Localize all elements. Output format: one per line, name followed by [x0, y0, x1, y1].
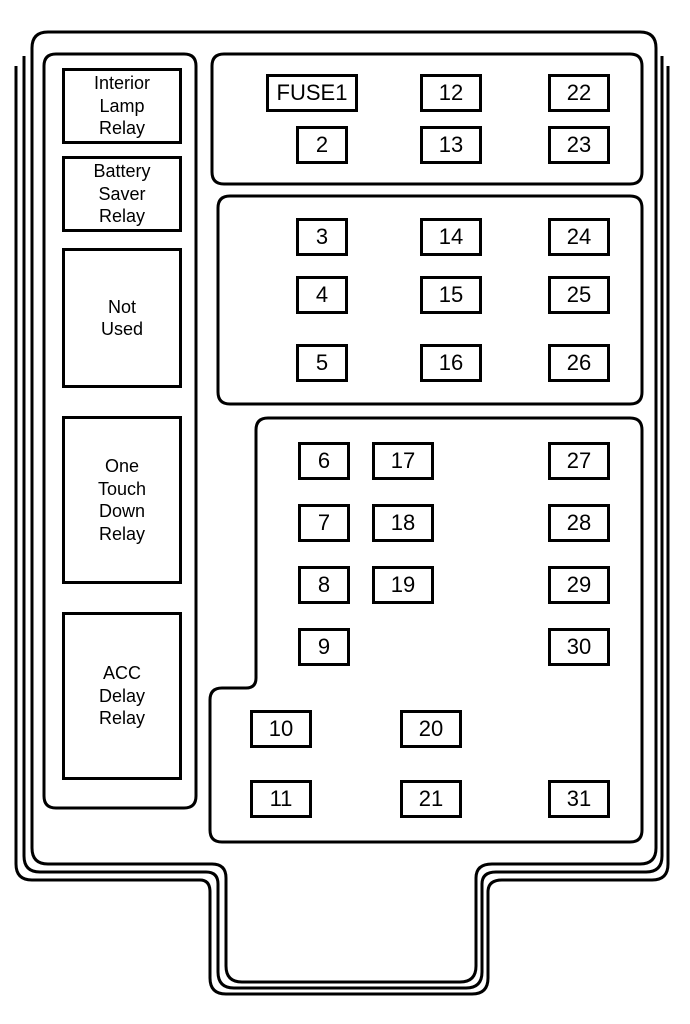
fuse-31: 31 [548, 780, 610, 818]
fuse-5: 5 [296, 344, 348, 382]
fuse-11: 11 [250, 780, 312, 818]
relay-label: ACCDelayRelay [99, 662, 145, 730]
fuse-15: 15 [420, 276, 482, 314]
fuse-6: 6 [298, 442, 350, 480]
fuse-21: 21 [400, 780, 462, 818]
relay-label: BatterySaverRelay [93, 160, 150, 228]
fuse-30: 30 [548, 628, 610, 666]
fuse-2: 2 [296, 126, 348, 164]
fuse-28: 28 [548, 504, 610, 542]
relay-one-touch: OneTouchDownRelay [62, 416, 182, 584]
fuse-24: 24 [548, 218, 610, 256]
relay-label: InteriorLampRelay [94, 72, 150, 140]
fuse-10: 10 [250, 710, 312, 748]
fuse-14: 14 [420, 218, 482, 256]
fuse-7: 7 [298, 504, 350, 542]
fuse-12: 12 [420, 74, 482, 112]
fuse-19: 19 [372, 566, 434, 604]
fuse-4: 4 [296, 276, 348, 314]
fuse-16: 16 [420, 344, 482, 382]
fuse-20: 20 [400, 710, 462, 748]
relay-label: NotUsed [101, 296, 143, 341]
fuse-9: 9 [298, 628, 350, 666]
fuse-23: 23 [548, 126, 610, 164]
relay-interior-lamp: InteriorLampRelay [62, 68, 182, 144]
fuse-18: 18 [372, 504, 434, 542]
fuse-FUSE1: FUSE1 [266, 74, 358, 112]
fuse-17: 17 [372, 442, 434, 480]
fuse-25: 25 [548, 276, 610, 314]
fuse-29: 29 [548, 566, 610, 604]
fuse-3: 3 [296, 218, 348, 256]
fuse-26: 26 [548, 344, 610, 382]
fuse-27: 27 [548, 442, 610, 480]
fuse-8: 8 [298, 566, 350, 604]
fuse-22: 22 [548, 74, 610, 112]
relay-battery-saver: BatterySaverRelay [62, 156, 182, 232]
fuse-13: 13 [420, 126, 482, 164]
relay-label: OneTouchDownRelay [98, 455, 146, 545]
relay-not-used: NotUsed [62, 248, 182, 388]
relay-acc-delay: ACCDelayRelay [62, 612, 182, 780]
